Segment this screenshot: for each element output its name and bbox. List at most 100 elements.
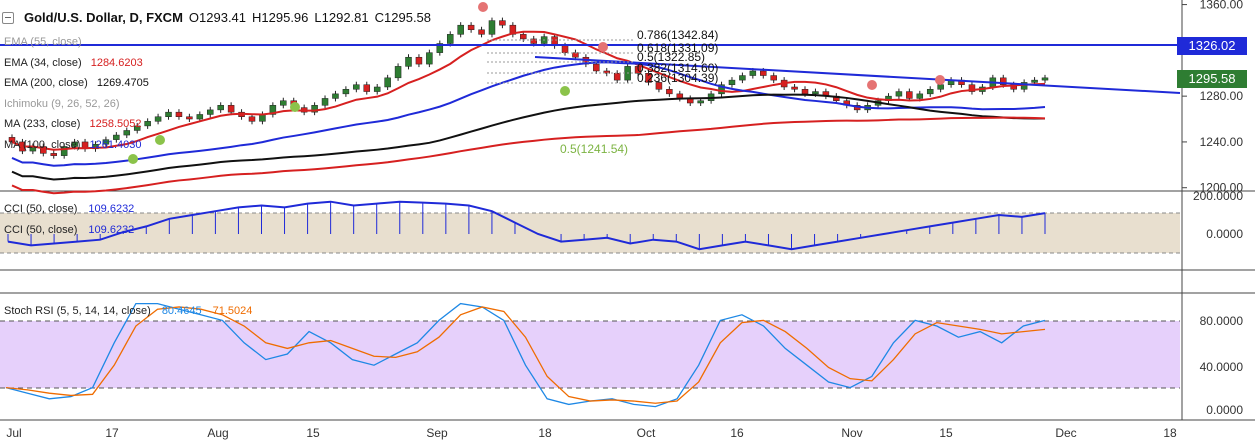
candle: [415, 56, 423, 65]
moving-average-line: [11, 30, 1046, 151]
signal-marker: [155, 135, 165, 145]
cci-label-2[interactable]: CCI (50, close) 109.6232: [4, 224, 135, 236]
candle: [342, 89, 350, 95]
candle: [248, 116, 256, 122]
x-tick-label: Oct: [637, 426, 656, 440]
fib-label: 0.382(1314.60): [637, 61, 718, 75]
indicator-ema55[interactable]: EMA (55, close): [4, 36, 82, 48]
candle: [436, 43, 444, 53]
candle: [760, 70, 767, 76]
candle: [634, 66, 642, 74]
cci-tick-label: 200.0000: [1193, 189, 1243, 203]
candle: [227, 105, 235, 113]
candle: [895, 91, 903, 97]
collapse-icon[interactable]: [2, 11, 14, 24]
candle: [801, 89, 809, 95]
candle: [71, 141, 78, 147]
price-tick-label: 1240.00: [1200, 135, 1244, 149]
candle: [968, 84, 976, 92]
candle: [102, 139, 110, 145]
x-tick-label: Sep: [426, 426, 448, 440]
cci-label-1[interactable]: CCI (50, close) 109.6232: [4, 203, 135, 215]
candle: [394, 66, 402, 79]
candle: [259, 114, 266, 122]
candle: [186, 116, 193, 120]
candle: [123, 130, 131, 136]
candle: [499, 20, 506, 26]
candle: [217, 105, 224, 111]
signal-marker: [478, 2, 488, 12]
x-tick-label: Nov: [841, 426, 862, 440]
candle: [373, 86, 381, 92]
close-value: C1295.58: [374, 10, 432, 25]
candle: [603, 70, 611, 74]
candle: [926, 89, 934, 95]
high-value: H1295.96: [252, 10, 309, 25]
candle: [1041, 77, 1049, 81]
fib-label: 0.236(1304.39): [637, 71, 718, 85]
stoch-rsi-d-line: [5, 306, 1046, 404]
candle: [426, 52, 433, 65]
candle: [593, 63, 600, 72]
moving-average-line: [11, 116, 1046, 195]
signal-marker: [128, 154, 138, 164]
candle: [133, 125, 141, 131]
x-tick-label: Aug: [207, 426, 228, 440]
candle: [353, 84, 360, 90]
signal-marker: [560, 86, 570, 96]
x-tick-label: Dec: [1055, 426, 1076, 440]
indicator-ma100[interactable]: MA (100, close) 1261.4030: [4, 139, 142, 151]
rsi-label[interactable]: Stoch RSI (5, 5, 14, 14, close) 80.4645 …: [4, 305, 253, 317]
moving-average-line: [11, 61, 1046, 167]
cci-line: [7, 200, 1046, 251]
candle: [749, 70, 757, 76]
indicator-ichimoku[interactable]: Ichimoku (9, 26, 52, 26): [4, 98, 120, 110]
signal-marker: [598, 42, 608, 52]
signal-marker: [867, 80, 877, 90]
candle: [175, 111, 183, 117]
candle: [906, 91, 913, 99]
candle: [916, 93, 924, 99]
candle: [457, 24, 464, 35]
candle: [196, 114, 204, 120]
candle: [154, 116, 162, 122]
indicator-ema200[interactable]: EMA (200, close) 1269.4705: [4, 77, 149, 89]
candle: [280, 100, 287, 106]
moving-average-line: [11, 93, 1046, 181]
candle: [728, 79, 736, 85]
candle: [478, 29, 485, 35]
candle: [321, 98, 329, 106]
price-tick-label: 1200.00: [1200, 181, 1244, 195]
candle: [269, 105, 277, 115]
candle: [739, 75, 746, 81]
candle: [40, 146, 47, 154]
candle: [812, 91, 819, 95]
candle: [666, 89, 673, 95]
indicator-ema34[interactable]: EMA (34, close) 1284.6203: [4, 57, 143, 69]
candle: [613, 73, 621, 81]
candle: [144, 121, 151, 127]
low-value: L1292.81: [314, 10, 369, 25]
rsi-tick-label: 40.0000: [1200, 360, 1244, 374]
fib-label: 0.5(1241.54): [560, 142, 628, 156]
candle: [655, 82, 663, 90]
candle: [467, 24, 475, 31]
candle: [405, 56, 412, 67]
candle: [791, 86, 798, 90]
x-tick-label: Jul: [6, 426, 21, 440]
symbol-label: Gold/U.S. Dollar, D, FXCM: [24, 10, 183, 25]
price-tick-label: 1280.00: [1200, 89, 1244, 103]
candle: [113, 134, 120, 140]
indicator-ma233[interactable]: MA (233, close) 1258.5052: [4, 118, 142, 130]
chart-header: Gold/U.S. Dollar, D, FXCM O1293.41 H1295…: [2, 10, 431, 25]
x-tick-label: 17: [105, 426, 119, 440]
open-value: O1293.41: [188, 10, 247, 25]
x-tick-label: 18: [1163, 426, 1177, 440]
last-price-badge: 1295.58: [1177, 70, 1247, 88]
x-tick-label: 16: [730, 426, 744, 440]
x-tick-label: 15: [939, 426, 953, 440]
candle: [520, 34, 527, 40]
candle: [561, 45, 569, 53]
signal-marker: [290, 102, 300, 112]
